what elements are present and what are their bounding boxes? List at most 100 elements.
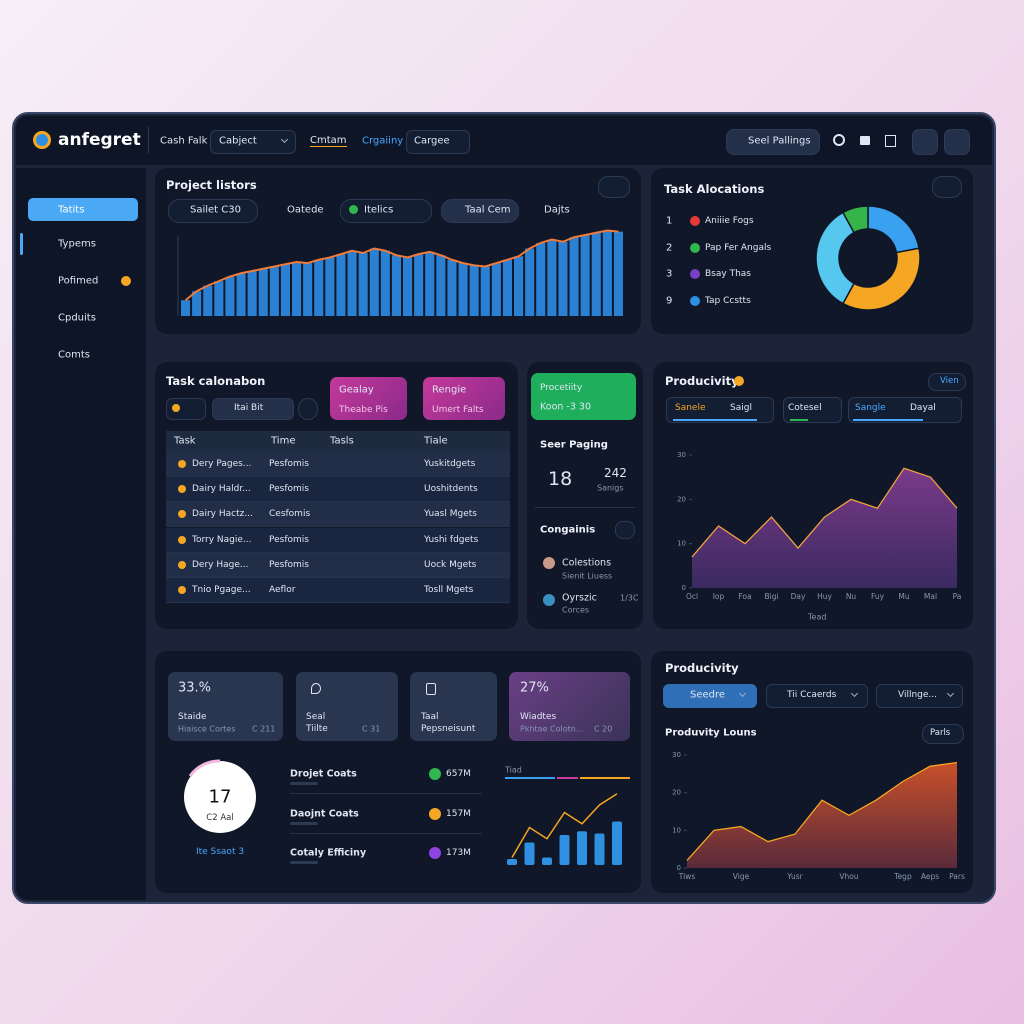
nav-item[interactable]: Cmtam	[310, 135, 347, 147]
panel-title: Project listors	[166, 178, 257, 192]
table-cell: Yushi fdgets	[424, 534, 479, 545]
project-history-panel	[155, 168, 641, 334]
card[interactable]	[330, 377, 407, 420]
filter-select[interactable]	[166, 398, 206, 420]
row-status	[178, 560, 186, 569]
stat-card[interactable]	[168, 672, 283, 741]
icon[interactable]	[860, 136, 870, 145]
table-cell: Yuasl Mgets	[424, 509, 477, 520]
table-row	[166, 552, 510, 578]
filter-label[interactable]: Oatede	[287, 204, 324, 216]
tab[interactable]: Dayal	[910, 403, 936, 413]
action-label[interactable]: Seel Pallings	[748, 135, 811, 147]
tab-underline	[790, 419, 808, 421]
tab-group[interactable]	[783, 397, 842, 423]
filter-label[interactable]: Sailet C30	[190, 204, 241, 216]
legend-label: Pap Fer Angals	[705, 242, 772, 253]
dropdown[interactable]	[876, 684, 963, 708]
icon-button[interactable]	[912, 129, 938, 155]
divider	[290, 832, 482, 834]
sidebar-item[interactable]: Cpduits	[58, 312, 96, 324]
sidebar-item[interactable]: Pofimed	[58, 275, 99, 287]
icon-button[interactable]	[944, 129, 970, 155]
tab-group[interactable]	[666, 397, 774, 423]
person-tag: 1/3C	[620, 593, 639, 603]
nav-dropdown[interactable]	[406, 130, 470, 154]
icon-button[interactable]	[298, 398, 318, 420]
filter-label[interactable]: Dajts	[544, 204, 570, 216]
table-row	[166, 578, 510, 603]
stat-title: Seal	[306, 712, 326, 722]
stat-title: Staide	[178, 712, 207, 722]
sidebar-item[interactable]: Comts	[58, 349, 90, 361]
status-dot	[172, 404, 180, 412]
stat-label: Sanigs	[597, 483, 624, 493]
nav-item[interactable]: Cash Falk	[160, 135, 208, 147]
table-cell: Tnio Pgage...	[192, 585, 251, 595]
stat-card[interactable]	[509, 672, 630, 741]
sidebar-active[interactable]	[28, 198, 138, 221]
button[interactable]	[922, 724, 964, 744]
section-title: Congainis	[540, 524, 596, 536]
nav-item[interactable]: Cargee	[414, 135, 450, 147]
collapse-button[interactable]	[932, 176, 962, 198]
table-cell: Aeflor	[269, 585, 296, 595]
filter-select[interactable]	[212, 398, 294, 420]
table-cell: Pesfomis	[269, 559, 309, 570]
table-cell: Pesfomis	[269, 459, 309, 469]
nav-item[interactable]: Cabject	[219, 135, 257, 147]
filter-label[interactable]: Taal Cem	[465, 204, 511, 216]
column-header[interactable]: Tiale	[424, 435, 448, 447]
card[interactable]	[423, 377, 505, 420]
filter-label[interactable]: Itai Bit	[234, 403, 264, 413]
filter-chip[interactable]	[441, 199, 519, 223]
row-status	[178, 586, 186, 594]
table-header	[166, 431, 510, 452]
column-header[interactable]: Time	[271, 435, 296, 447]
tab[interactable]: Cotesel	[788, 403, 822, 413]
table-cell: Uoshitdents	[424, 484, 478, 495]
column-header[interactable]: Tasls	[330, 435, 354, 447]
sidebar-item[interactable]: Typems	[58, 238, 96, 250]
person-name: Oyrszic	[562, 592, 597, 604]
badge-title: Procetiity	[540, 383, 583, 393]
stat-value: 27%	[520, 680, 549, 696]
icon[interactable]	[885, 135, 896, 147]
row-status	[178, 485, 186, 494]
column-header[interactable]: Task	[174, 435, 196, 447]
sidebar-item[interactable]: Tatits	[58, 204, 85, 216]
legend-swatch	[690, 242, 700, 253]
search-icon[interactable]	[833, 134, 845, 146]
mini-chart-label: Tiad	[505, 765, 522, 775]
filter-label[interactable]: Itelics	[364, 204, 394, 216]
dropdown[interactable]	[663, 684, 757, 708]
filter-chip[interactable]	[168, 199, 258, 223]
nav-item[interactable]: Crgaiiny	[362, 135, 404, 147]
stat-subtitle: Tiilte	[306, 724, 328, 734]
card-subtitle: Theabe Pis	[339, 405, 388, 415]
nav-dropdown[interactable]	[210, 130, 296, 154]
table-cell: Dery Pages...	[192, 459, 252, 469]
action-button[interactable]	[726, 129, 820, 155]
tab[interactable]: Sanele	[675, 403, 706, 413]
metric-value: 157M	[446, 808, 471, 819]
tab[interactable]: Sangle	[855, 403, 886, 413]
collapse-button[interactable]	[598, 176, 630, 198]
stat-value: 33.%	[178, 680, 212, 696]
tab-group[interactable]	[848, 397, 962, 423]
tab[interactable]: Saigl	[730, 403, 752, 413]
stat-card[interactable]	[410, 672, 497, 741]
dropdown-label[interactable]: Seedre	[690, 689, 726, 701]
view-button[interactable]	[928, 373, 966, 391]
badge-card[interactable]	[531, 373, 636, 420]
dropdown-label[interactable]: Tii Ccaerds	[787, 690, 837, 700]
metric-sub	[290, 861, 318, 864]
dropdown[interactable]	[766, 684, 868, 708]
icon-button[interactable]	[615, 521, 635, 539]
legend-number: 3	[666, 268, 673, 280]
button-label[interactable]: Parls	[930, 728, 951, 738]
gauge-link[interactable]: Ite Ssaot 3	[195, 847, 245, 857]
dropdown-label[interactable]: Villnge...	[898, 690, 937, 700]
stat-subtitle: Pepsneisunt	[421, 724, 476, 734]
button-label[interactable]: Vien	[940, 376, 959, 386]
